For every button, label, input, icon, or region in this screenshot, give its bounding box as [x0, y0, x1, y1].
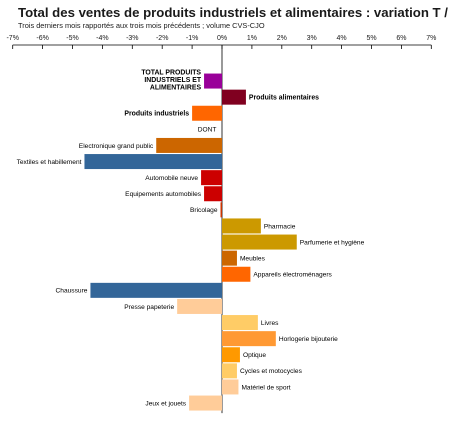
bar-label: Meubles — [240, 255, 266, 262]
x-tick-label: 5% — [366, 35, 376, 42]
bar-label: TOTAL PRODUITS INDUSTRIELS ET ALIMENTAIRES — [141, 69, 202, 91]
bar — [222, 266, 251, 282]
bar — [222, 363, 237, 379]
bar — [222, 250, 237, 266]
bar-label: Produits industriels — [124, 111, 189, 118]
x-tick-label: -4% — [96, 35, 108, 42]
chart-subtitle: Trois derniers mois rapportés aux trois … — [18, 21, 265, 30]
x-tick-label: 3% — [307, 35, 317, 42]
bar — [222, 89, 246, 105]
bar-label: Horlogerie bijouterie — [279, 336, 338, 343]
bar — [222, 347, 240, 363]
bar — [222, 234, 297, 250]
bar — [222, 218, 261, 234]
bar-label: Matériel de sport — [241, 384, 290, 391]
bar-series — [84, 73, 297, 411]
bar-label: Equipements automobiles — [125, 191, 202, 198]
bar — [222, 331, 276, 347]
bar-label: Pharmacie — [264, 223, 296, 230]
bar-label: Jeux et jouets — [145, 400, 186, 407]
x-tick-label: -2% — [156, 35, 168, 42]
bar — [222, 315, 258, 331]
bar — [156, 137, 222, 153]
bar — [201, 170, 222, 186]
bar — [204, 73, 222, 89]
bar-label: Produits alimentaires — [249, 94, 319, 101]
bar-label: Cycles et motocycles — [240, 368, 303, 375]
bar — [90, 282, 222, 298]
x-axis: -7% -6% -5% -4% -3% -2% -1% 0% 1% 2% 3% 4% 5% 6% 7% — [6, 35, 436, 414]
bar — [192, 105, 222, 121]
x-tick-label: 0% — [217, 35, 227, 42]
bar — [222, 379, 239, 395]
bar-label: Automobile neuve — [145, 175, 198, 182]
bar-label: Electronique grand public — [79, 143, 154, 150]
x-tick-label: 2% — [277, 35, 287, 42]
x-tick-label: -6% — [36, 35, 48, 42]
bar — [84, 154, 223, 170]
x-tick-label: 7% — [426, 35, 436, 42]
bar-label: Livres — [261, 320, 279, 327]
x-tick-label: 4% — [337, 35, 347, 42]
x-tick-label: 6% — [396, 35, 406, 42]
bar-label: Appareils électroménagers — [253, 272, 332, 279]
bar-label-line: ALIMENTAIRES — [150, 84, 202, 91]
bar-label-line: INDUSTRIELS ET — [144, 77, 201, 84]
bar — [220, 202, 222, 218]
bar-label: Presse papeterie — [124, 304, 174, 311]
x-tick-label: -7% — [6, 35, 18, 42]
bar-label: Parfumerie et hygiène — [300, 239, 365, 246]
category-labels: TOTAL PRODUITS INDUSTRIELS ET ALIMENTAIRES… — [17, 69, 365, 407]
bar — [177, 298, 222, 314]
bar — [204, 186, 222, 202]
chart-title: Total des ventes de produits industriels… — [18, 5, 450, 20]
x-tick-label: 1% — [247, 35, 257, 42]
bar-label: Optique — [243, 352, 266, 359]
bar — [189, 395, 222, 411]
x-tick-label: -1% — [186, 35, 198, 42]
bar-label: Bricolage — [190, 207, 218, 214]
bar-label-line: TOTAL PRODUITS — [141, 69, 201, 76]
bar-label: Textiles et habillement — [17, 159, 82, 166]
bar-label: DONT — [198, 127, 217, 134]
x-tick-label: -5% — [66, 35, 78, 42]
x-tick-label: -3% — [126, 35, 138, 42]
bar-label: Chaussure — [56, 288, 88, 295]
